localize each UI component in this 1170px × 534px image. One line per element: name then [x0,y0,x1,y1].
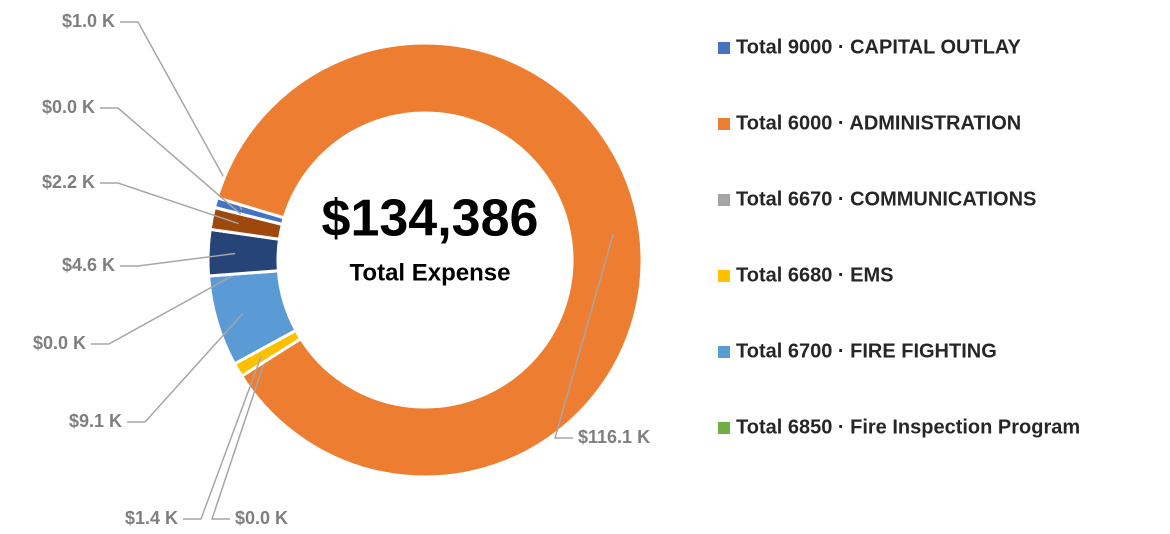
data-label: $4.6 K [62,255,115,275]
legend-swatch [718,194,730,206]
legend-swatch [718,270,730,282]
data-label: $0.0 K [235,508,288,528]
legend-swatch [718,422,730,434]
legend-swatch [718,346,730,358]
leader-line [120,252,236,267]
legend-label: Total 6700 · FIRE FIGHTING [736,340,997,362]
center-label: Total Expense [350,259,511,286]
data-label: $116.1 K [578,427,650,447]
legend-label: Total 9000 · CAPITAL OUTLAY [736,36,1022,58]
data-label: $0.0 K [42,97,95,117]
leader-line [127,313,244,423]
legend-label: Total 6000 · ADMINISTRATION [736,112,1021,134]
leader-line [183,356,262,520]
legend-label: Total 6850 · Fire Inspection Program [736,416,1080,438]
legend-label: Total 6680 · EMS [736,264,893,286]
donut-segment [208,205,285,241]
data-label: $2.2 K [42,172,95,192]
data-label: $1.4 K [125,508,178,528]
data-label: $9.1 K [69,411,122,431]
leader-line [210,361,266,520]
center-value: $134,386 [322,190,539,248]
leader-line [91,273,236,345]
donut-segment [215,41,644,479]
leader-line [100,182,239,225]
legend-label: Total 6670 · COMMUNICATIONS [736,188,1036,210]
data-label: $1.0 K [62,11,115,31]
leader-line [100,107,242,215]
legend-swatch [718,118,730,130]
legend-swatch [718,42,730,54]
data-label: $0.0 K [33,333,86,353]
leader-line [120,21,243,211]
leader-line [554,233,614,439]
